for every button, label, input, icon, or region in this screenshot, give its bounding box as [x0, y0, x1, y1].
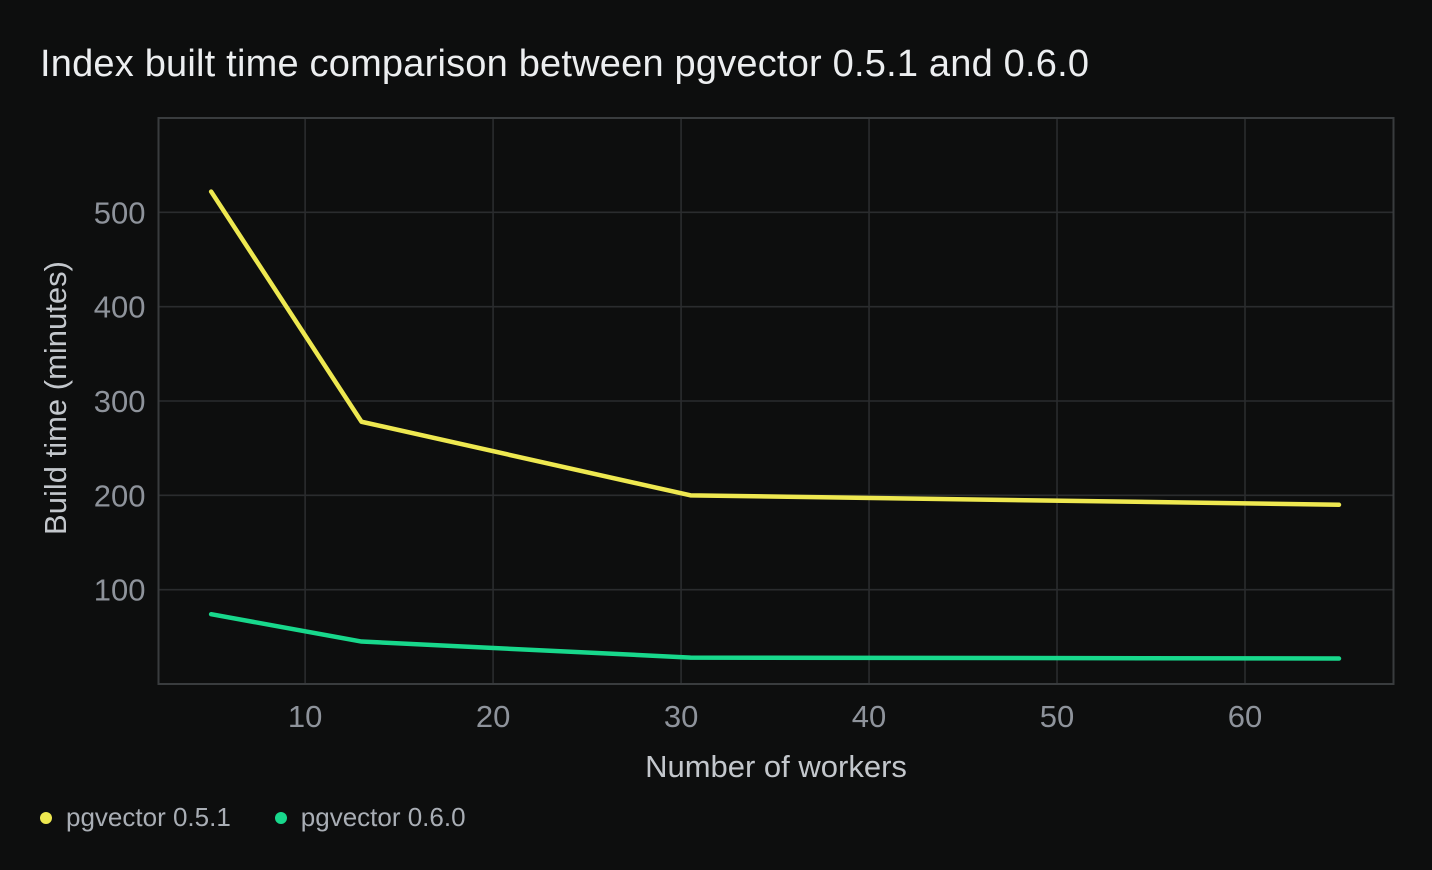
- legend-item-pgvector-051: pgvector 0.5.1: [40, 802, 231, 833]
- y-tick-label: 500: [94, 195, 146, 230]
- x-tick-label: 10: [288, 699, 322, 734]
- x-tick-label: 60: [1228, 699, 1262, 734]
- legend-dot-icon: [40, 811, 52, 824]
- series-line: [208, 189, 1342, 508]
- x-tick-label: 20: [476, 699, 510, 734]
- series-line: [208, 611, 1342, 661]
- legend-dot-icon: [274, 811, 287, 824]
- x-tick-label: 40: [852, 699, 886, 734]
- y-axis-title: Build time (minutes): [38, 261, 73, 535]
- plot-border: [157, 117, 1395, 685]
- x-tick-label: 50: [1040, 699, 1074, 734]
- x-tick-label: 30: [664, 699, 698, 734]
- y-tick-label: 400: [94, 290, 146, 325]
- legend-label: pgvector 0.6.0: [300, 802, 466, 832]
- y-tick-label: 300: [94, 384, 146, 419]
- legend-item-pgvector-060: pgvector 0.6.0: [274, 802, 466, 833]
- legend: pgvector 0.5.1 pgvector 0.6.0: [40, 802, 466, 833]
- x-axis-title: Number of workers: [645, 749, 907, 784]
- legend-label: pgvector 0.5.1: [66, 802, 231, 832]
- chart-title: Index built time comparison between pgve…: [40, 43, 1090, 85]
- y-tick-label: 200: [94, 478, 146, 513]
- y-tick-label: 100: [94, 573, 146, 608]
